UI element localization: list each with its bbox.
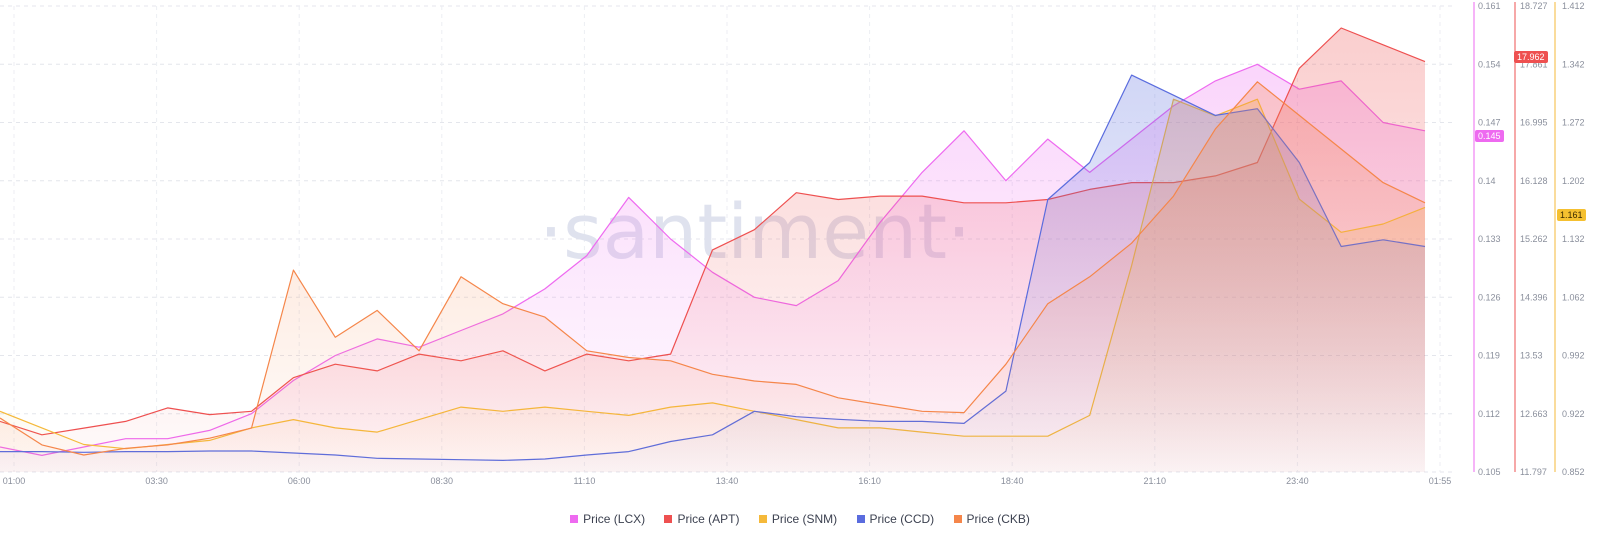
- legend-label-ccd: Price (CCD): [869, 512, 935, 526]
- legend-item-apt[interactable]: Price (APT): [664, 512, 739, 526]
- y-tick-label-lcx: 0.119: [1478, 351, 1500, 361]
- x-tick-label: 21:10: [1144, 476, 1167, 486]
- series-line-priceckb: [0, 81, 1426, 456]
- last-value-badge-snm: 1.161: [1557, 209, 1586, 221]
- legend-label-apt: Price (APT): [677, 512, 740, 526]
- y-tick-label-snm: 1.342: [1562, 59, 1585, 69]
- y-tick-label-lcx: 0.126: [1478, 292, 1501, 302]
- chart-legend: Price (LCX) Price (APT) Price (SNM) Pric…: [0, 512, 1600, 526]
- x-tick-label: 18:40: [1001, 476, 1024, 486]
- y-tick-label-apt: 11.797: [1520, 467, 1547, 477]
- y-tick-label-snm: 1.062: [1562, 292, 1585, 302]
- y-tick-label-lcx: 0.112: [1478, 409, 1500, 419]
- y-tick-label-apt: 15.262: [1520, 234, 1548, 244]
- legend-swatch-apt: [664, 515, 673, 523]
- y-tick-label-lcx: 0.161: [1478, 1, 1501, 11]
- y-tick-label-snm: 1.202: [1562, 176, 1585, 186]
- y-tick-label-lcx: 0.14: [1478, 176, 1496, 186]
- legend-swatch-lcx: [570, 515, 579, 523]
- x-tick-label: 08:30: [431, 476, 454, 486]
- y-tick-label-apt: 14.396: [1520, 292, 1548, 302]
- x-tick-label: 13:40: [716, 476, 739, 486]
- y-tick-label-lcx: 0.154: [1478, 59, 1501, 69]
- y-tick-label-apt: 17.861: [1520, 59, 1548, 69]
- legend-label-lcx: Price (LCX): [583, 512, 646, 526]
- legend-label-snm: Price (SNM): [771, 512, 838, 526]
- y-tick-label-snm: 1.132: [1562, 234, 1585, 244]
- legend-item-ccd[interactable]: Price (CCD): [856, 512, 935, 526]
- legend-item-lcx[interactable]: Price (LCX): [570, 512, 645, 526]
- y-tick-label-snm: 0.922: [1562, 409, 1585, 419]
- x-tick-label: 03:30: [145, 476, 168, 486]
- legend-swatch-ccd: [856, 515, 865, 523]
- y-tick-label-apt: 16.995: [1520, 118, 1548, 128]
- x-tick-label: 23:40: [1286, 476, 1309, 486]
- legend-item-snm[interactable]: Price (SNM): [758, 512, 838, 526]
- y-tick-label-snm: 1.272: [1562, 118, 1585, 128]
- y-tick-label-snm: 1.412: [1562, 1, 1585, 11]
- legend-item-ckb[interactable]: Price (CKB): [953, 512, 1030, 526]
- last-value-badge-apt: 17.962: [1514, 51, 1548, 63]
- y-tick-label-apt: 16.128: [1520, 176, 1548, 186]
- series-area-priceckb: [0, 81, 1425, 473]
- x-tick-label: 06:00: [288, 476, 311, 486]
- legend-label-ckb: Price (CKB): [966, 512, 1030, 526]
- y-tick-label-lcx: 0.105: [1478, 467, 1501, 477]
- x-tick-label: 01:00: [3, 476, 26, 486]
- x-tick-label: 01:55: [1429, 476, 1452, 486]
- legend-swatch-snm: [758, 515, 767, 523]
- y-tick-label-snm: 0.992: [1562, 351, 1585, 361]
- y-tick-label-lcx: 0.147: [1478, 118, 1501, 128]
- y-tick-label-apt: 18.727: [1520, 1, 1548, 11]
- y-tick-label-snm: 0.852: [1562, 467, 1585, 477]
- x-tick-label: 11:10: [573, 476, 595, 486]
- x-tick-label: 16:10: [858, 476, 881, 486]
- last-value-badge-lcx: 0.145: [1475, 130, 1504, 142]
- y-tick-label-lcx: 0.133: [1478, 234, 1501, 244]
- y-tick-label-apt: 13.53: [1520, 351, 1543, 361]
- y-tick-label-apt: 12.663: [1520, 409, 1548, 419]
- legend-swatch-ckb: [953, 515, 962, 523]
